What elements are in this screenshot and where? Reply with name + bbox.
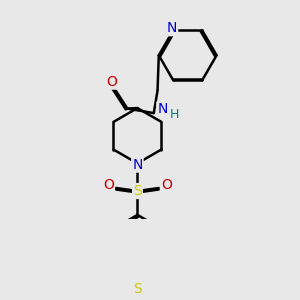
Text: N: N xyxy=(167,21,177,35)
Text: O: O xyxy=(161,178,172,193)
Text: H: H xyxy=(170,108,179,121)
Text: N: N xyxy=(158,102,168,116)
Text: S: S xyxy=(133,282,142,296)
Text: O: O xyxy=(103,178,114,193)
Text: N: N xyxy=(132,158,142,172)
Text: S: S xyxy=(133,184,142,198)
Text: O: O xyxy=(106,75,117,89)
